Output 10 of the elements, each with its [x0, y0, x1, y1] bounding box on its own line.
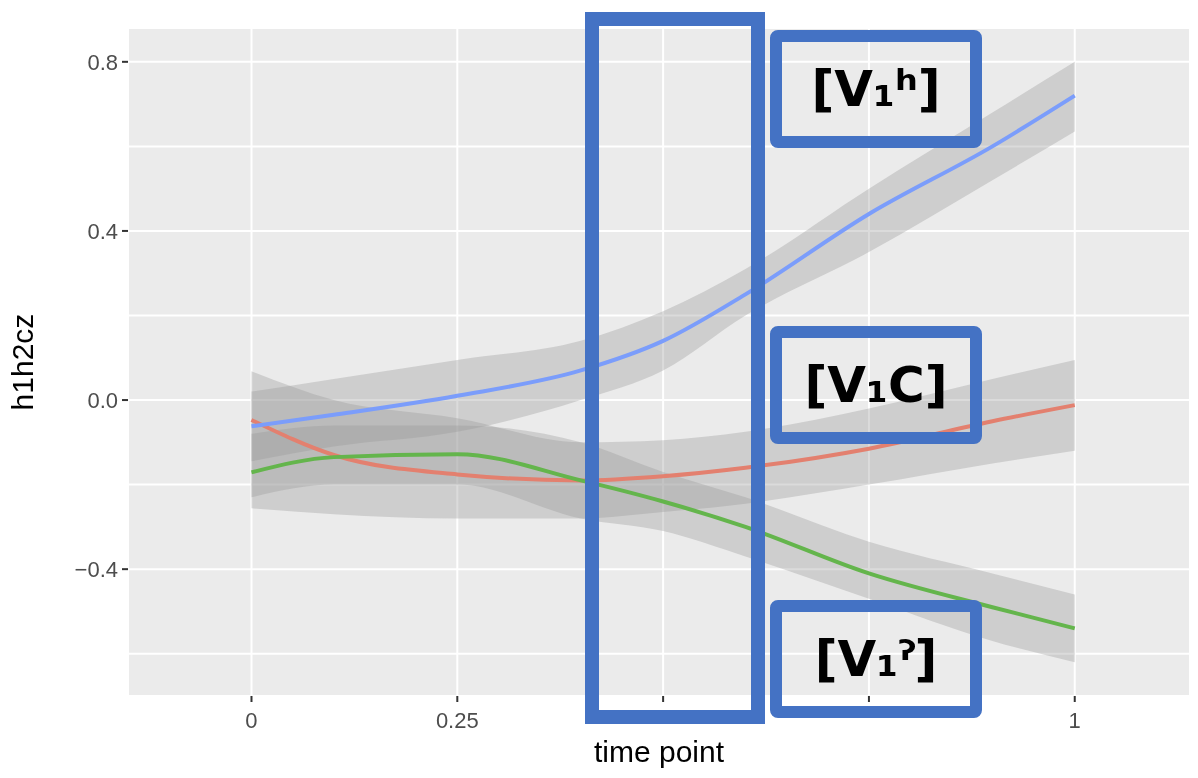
y-axis-title: h1h2cz	[5, 313, 39, 411]
y-tick-label: −0.4	[74, 557, 118, 583]
x-axis-title: time point	[593, 735, 725, 768]
y-tick-label: 0.0	[87, 388, 118, 414]
y-tick-label: 0.8	[87, 49, 118, 75]
x-tick-label: 0.25	[435, 708, 479, 733]
x-tick-label: 1	[1068, 708, 1081, 733]
x-tick-label: 0	[245, 708, 258, 733]
line-series	[249, 452, 1077, 631]
y-tick-label: 0.4	[87, 218, 118, 244]
